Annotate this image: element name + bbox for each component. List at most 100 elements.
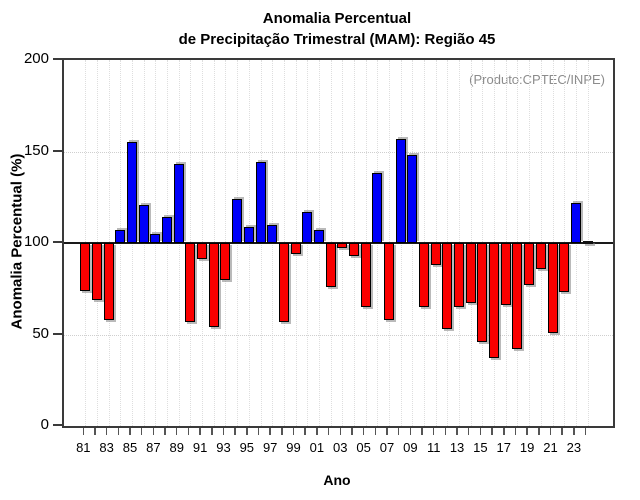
bar-17 (500, 243, 511, 306)
x-tick-08 (397, 428, 400, 435)
bar-96 (255, 162, 266, 243)
bar-12 (442, 243, 453, 329)
x-tick-05 (362, 428, 365, 435)
x-tick-98 (281, 428, 283, 435)
x-tick-97 (269, 428, 271, 435)
x-tick-83 (105, 428, 108, 435)
h-gridline-150 (64, 151, 613, 153)
bar-91 (197, 243, 208, 260)
bar-90 (185, 243, 196, 322)
x-tick-label-97: 97 (262, 440, 278, 455)
x-tick-00 (304, 428, 306, 435)
x-tick-84 (117, 428, 120, 435)
bar-86 (138, 204, 149, 243)
bar-10 (419, 243, 430, 308)
x-tick-label-05: 05 (356, 440, 371, 455)
x-tick-label-95: 95 (239, 440, 255, 455)
x-tick-label-11: 11 (426, 440, 441, 455)
x-tick-label-03: 03 (333, 440, 348, 455)
bar-13 (454, 243, 465, 308)
x-tick-81 (82, 428, 85, 435)
bar-88 (162, 217, 173, 243)
x-tick-label-09: 09 (403, 440, 418, 455)
x-tick-label-15: 15 (473, 440, 488, 455)
x-tick-03 (339, 428, 341, 435)
x-tick-14 (467, 428, 470, 435)
x-tick-19 (526, 428, 528, 435)
x-tick-label-91: 91 (192, 440, 208, 455)
bar-20 (535, 243, 546, 269)
bar-11 (430, 243, 441, 265)
x-tick-86 (140, 428, 143, 435)
x-tick-label-81: 81 (76, 440, 91, 455)
bar-92 (208, 243, 219, 328)
bar-02 (325, 243, 336, 287)
x-tick-07 (386, 428, 388, 435)
bar-14 (465, 243, 476, 304)
bar-95 (243, 226, 254, 243)
x-tick-04 (351, 428, 353, 435)
x-axis-title: Ano (323, 472, 351, 488)
bar-00 (302, 211, 313, 243)
x-tick-21 (549, 428, 552, 435)
x-tick-label-85: 85 (122, 440, 138, 455)
bar-05 (360, 243, 371, 308)
bar-06 (372, 173, 383, 243)
bar-15 (477, 243, 488, 342)
plot-area: (Produto:CPTEC/INPE) (62, 58, 615, 428)
bar-24 (582, 241, 593, 244)
bar-16 (489, 243, 500, 359)
x-tick-09 (409, 428, 412, 435)
x-tick-16 (491, 428, 493, 435)
x-tick-label-89: 89 (169, 440, 184, 455)
x-tick-label-21: 21 (543, 440, 558, 455)
x-tick-label-13: 13 (449, 440, 465, 455)
y-tick-0 (53, 424, 62, 426)
bar-21 (547, 243, 558, 333)
bar-08 (395, 138, 406, 243)
y-tick-150 (53, 149, 62, 152)
y-tick-label-0: 0 (40, 416, 49, 433)
x-tick-label-87: 87 (146, 440, 161, 455)
x-tick-label-17: 17 (496, 440, 511, 455)
y-tick-label-100: 100 (23, 233, 49, 250)
x-tick-label-23: 23 (566, 440, 582, 455)
x-tick-85 (129, 428, 131, 435)
x-tick-96 (257, 428, 260, 435)
x-tick-01 (316, 428, 318, 435)
x-tick-90 (187, 428, 190, 435)
x-tick-13 (456, 428, 458, 435)
bar-82 (91, 243, 102, 300)
x-tick-23 (573, 428, 575, 435)
y-tick-label-200: 200 (23, 50, 49, 67)
x-tick-label-83: 83 (99, 440, 114, 455)
x-tick-label-93: 93 (216, 440, 231, 455)
x-tick-92 (211, 428, 213, 435)
chart-title-line2: de Precipitação Trimestral (MAM): Região… (178, 31, 496, 48)
x-tick-24 (584, 428, 587, 435)
bar-04 (348, 243, 359, 256)
x-tick-06 (374, 428, 377, 435)
chart-title-line1: Anomalia Percentual (262, 10, 412, 27)
bar-98 (278, 243, 289, 322)
x-tick-label-19: 19 (519, 440, 535, 455)
x-tick-99 (292, 428, 295, 435)
x-tick-12 (444, 428, 447, 435)
y-tick-50 (53, 332, 62, 335)
x-tick-82 (94, 428, 96, 435)
x-tick-20 (538, 428, 540, 435)
x-tick-label-07: 07 (379, 440, 395, 455)
bar-97 (267, 224, 278, 243)
x-tick-17 (503, 428, 505, 435)
bar-01 (313, 230, 324, 243)
bar-99 (290, 243, 301, 254)
x-tick-95 (246, 428, 248, 435)
bar-22 (559, 243, 570, 293)
y-tick-100 (53, 241, 62, 243)
bar-85 (127, 142, 138, 243)
bar-07 (383, 243, 394, 320)
bar-23 (570, 202, 581, 243)
x-tick-91 (199, 428, 201, 435)
x-tick-10 (421, 428, 423, 435)
x-tick-02 (327, 428, 330, 435)
